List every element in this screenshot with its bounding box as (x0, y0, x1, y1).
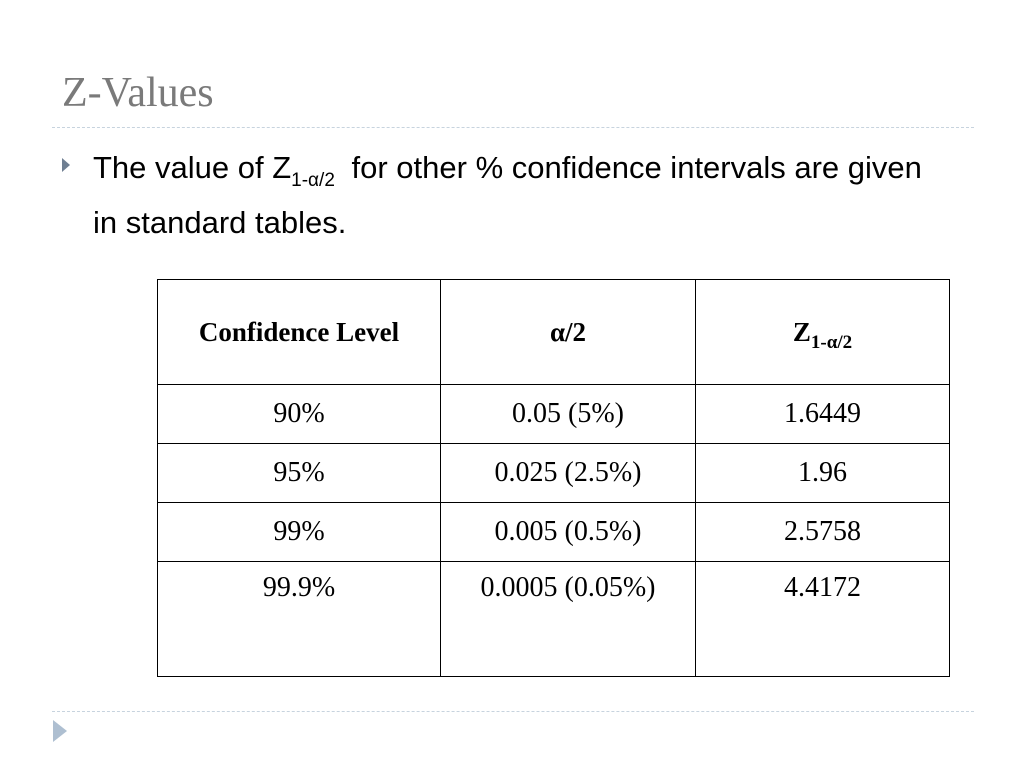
z-values-table: Confidence Level α/2 Z1-α/2 90% 0.05 (5%… (157, 279, 950, 677)
table-row: 99.9% 0.0005 (0.05%) 4.4172 (157, 561, 950, 677)
header-alpha-half: α/2 (440, 279, 696, 385)
next-slide-arrow-icon[interactable] (53, 720, 67, 742)
slide-title: Z-Values (62, 70, 214, 116)
cell-confidence-level: 90% (157, 384, 441, 444)
header-z-subscript: 1-α/2 (810, 331, 853, 353)
table-row: 99% 0.005 (0.5%) 2.5758 (157, 502, 950, 562)
cell-z-value: 1.96 (695, 443, 950, 503)
title-divider (52, 127, 974, 128)
bullet-text-rest: for other % confidence intervals are giv… (93, 150, 922, 240)
table-header-row: Confidence Level α/2 Z1-α/2 (157, 279, 950, 385)
cell-alpha-half: 0.0005 (0.05%) (440, 561, 696, 677)
header-confidence-level: Confidence Level (157, 279, 441, 385)
cell-alpha-half: 0.05 (5%) (440, 384, 696, 444)
triangle-bullet-icon (62, 158, 70, 172)
cell-z-value: 1.6449 (695, 384, 950, 444)
cell-alpha-half: 0.025 (2.5%) (440, 443, 696, 503)
bullet-text-lead: The value of Z (93, 150, 292, 185)
cell-z-value: 4.4172 (695, 561, 950, 677)
bullet-z-subscript: 1-α/2 (291, 170, 335, 191)
header-z-value: Z1-α/2 (695, 279, 950, 385)
cell-alpha-half: 0.005 (0.5%) (440, 502, 696, 562)
cell-confidence-level: 99.9% (157, 561, 441, 677)
footer-divider (52, 711, 974, 712)
bullet-text: The value of Z1-α/2 for other % confiden… (93, 143, 953, 248)
table-row: 90% 0.05 (5%) 1.6449 (157, 384, 950, 444)
cell-z-value: 2.5758 (695, 502, 950, 562)
table-row: 95% 0.025 (2.5%) 1.96 (157, 443, 950, 503)
header-z-base: Z (792, 316, 811, 347)
cell-confidence-level: 99% (157, 502, 441, 562)
cell-confidence-level: 95% (157, 443, 441, 503)
